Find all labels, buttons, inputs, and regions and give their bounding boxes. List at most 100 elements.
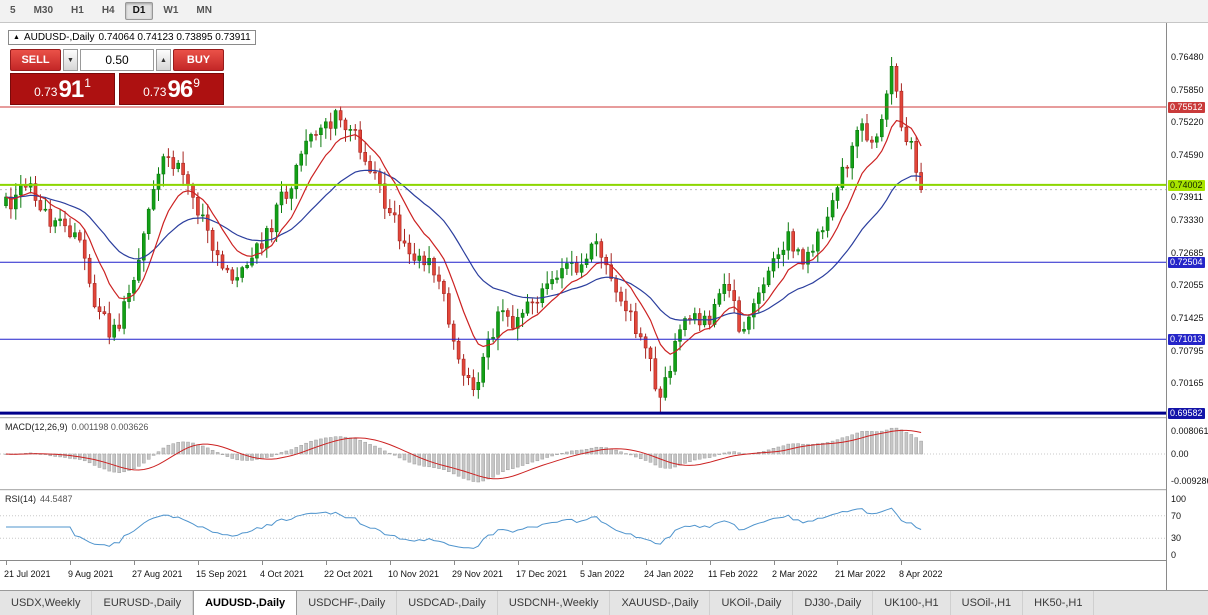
timeframe-toolbar: 5 M30 H1 H4 D1 W1 MN [0, 0, 1208, 23]
price-axis-chip: 0.72504 [1168, 257, 1205, 269]
trade-controls-row: SELL ▼ ▲ BUY [10, 49, 224, 71]
time-axis-label: 24 Jan 2022 [644, 569, 694, 579]
time-axis-tick [390, 561, 391, 565]
price-axis-label: 0.75850 [1171, 84, 1204, 95]
time-axis-label: 10 Nov 2021 [388, 569, 440, 579]
buy-price-display[interactable]: 0.73 96 9 [119, 73, 224, 105]
time-axis-label: 8 Apr 2022 [899, 569, 943, 579]
time-axis-tick [134, 561, 135, 565]
timeframe-5[interactable]: 5 [10, 5, 16, 16]
time-axis[interactable]: 21 Jul 2021 9 Aug 2021 27 Aug 2021 15 Sep 2… [0, 560, 1166, 590]
time-axis-label: 21 Jul 2021 [4, 569, 51, 579]
sell-button[interactable]: SELL [10, 49, 61, 71]
price-axis-label: 0.74590 [1171, 149, 1204, 160]
price-axis-chip: 0.74002 [1168, 179, 1205, 191]
tab-usdchf-daily[interactable]: USDCHF-,Daily [297, 591, 398, 615]
tab-ukoil-daily[interactable]: UKOil-,Daily [710, 591, 794, 615]
price-axis-label: 0.70165 [1171, 378, 1204, 389]
volume-decrease-button[interactable]: ▼ [63, 49, 78, 71]
price-axis-chip: 0.75512 [1168, 101, 1205, 113]
tab-eurusd-daily[interactable]: EURUSD-,Daily [92, 591, 194, 615]
time-axis-label: 15 Sep 2021 [196, 569, 248, 579]
price-axis-label: 0.75220 [1171, 117, 1204, 128]
macd-indicator-canvas[interactable] [0, 419, 1166, 489]
panel-separator[interactable] [0, 489, 1166, 491]
rsi-label: RSI(14) 44.5487 [5, 494, 73, 504]
time-axis-label: 5 Jan 2022 [580, 569, 625, 579]
timeframe-m30[interactable]: M30 [33, 5, 54, 16]
macd-label: MACD(12,26,9) 0.001198 0.003626 [5, 422, 148, 432]
sell-price-prefix: 0.73 [34, 85, 58, 99]
time-axis-label: 22 Oct 2021 [324, 569, 374, 579]
quote-prices-row: 0.73 91 1 0.73 96 9 [10, 73, 224, 105]
timeframe-h4[interactable]: H4 [101, 5, 115, 16]
time-axis-label: 2 Mar 2022 [772, 569, 818, 579]
price-axis-chip: 0.71013 [1168, 334, 1205, 346]
chart-tabbar: USDX,Weekly EURUSD-,Daily AUDUSD-,Daily USD… [0, 590, 1208, 615]
time-axis-tick [262, 561, 263, 565]
time-axis-tick [70, 561, 71, 565]
timeframe-h1[interactable]: H1 [71, 5, 84, 16]
rsi-axis-label: 70 [1171, 510, 1182, 521]
panel-separator[interactable] [0, 417, 1166, 419]
time-axis-label: 27 Aug 2021 [132, 569, 183, 579]
timeframe-d1[interactable]: D1 [124, 2, 154, 20]
price-axis-label: 0.72685 [1171, 247, 1204, 258]
buy-button[interactable]: BUY [173, 49, 224, 71]
buy-price-sup: 9 [193, 76, 200, 90]
price-axis-label: 0.72055 [1171, 280, 1204, 291]
chart-title-box: ▲ AUDUSD-,Daily 0.74064 0.74123 0.73895 … [8, 30, 256, 45]
time-axis-label: 21 Mar 2022 [835, 569, 886, 579]
timeframe-w1[interactable]: W1 [163, 5, 179, 16]
price-axis-label: 0.73330 [1171, 214, 1204, 225]
price-axis-chip: 0.69582 [1168, 408, 1205, 420]
tab-dj30-daily[interactable]: DJ30-,Daily [793, 591, 874, 615]
tab-usdcad-daily[interactable]: USDCAD-,Daily [397, 591, 498, 615]
time-axis-tick [6, 561, 7, 565]
oneclick-toggle-icon[interactable]: ▲ [13, 33, 20, 41]
buy-price-big: 96 [167, 76, 193, 103]
main-chart-canvas[interactable] [0, 23, 1166, 417]
timeframe-mn[interactable]: MN [196, 5, 212, 16]
time-axis-label: 29 Nov 2021 [452, 569, 504, 579]
time-axis-tick [326, 561, 327, 565]
rsi-indicator-canvas[interactable] [0, 491, 1166, 559]
price-axis-chip: 0.73911 [1171, 191, 1203, 202]
time-axis-label: 17 Dec 2021 [516, 569, 568, 579]
tab-usoil-h1[interactable]: USOil-,H1 [951, 591, 1024, 615]
tab-usdx-weekly[interactable]: USDX,Weekly [0, 591, 93, 615]
time-axis-tick [837, 561, 838, 565]
sell-price-sup: 1 [84, 76, 91, 90]
macd-axis-label: 0.008061 [1171, 425, 1208, 436]
time-axis-tick [774, 561, 775, 565]
time-axis-tick [710, 561, 711, 565]
time-axis-label: 9 Aug 2021 [68, 569, 114, 579]
tab-uk100-h1[interactable]: UK100-,H1 [873, 591, 951, 615]
rsi-value: 44.5487 [40, 494, 73, 504]
time-axis-tick [646, 561, 647, 565]
time-axis-tick [198, 561, 199, 565]
price-axis[interactable]: 0.76480 0.75850 0.75220 0.74590 0.73330 0.726… [1166, 23, 1208, 590]
sell-price-display[interactable]: 0.73 91 1 [10, 73, 115, 105]
buy-price-prefix: 0.73 [143, 85, 167, 99]
tab-xauusd-daily[interactable]: XAUUSD-,Daily [610, 591, 711, 615]
time-axis-tick [901, 561, 902, 565]
time-axis-label: 11 Feb 2022 [708, 569, 758, 579]
tab-hk50-h1[interactable]: HK50-,H1 [1023, 591, 1095, 615]
macd-axis-label: -0.009286 [1171, 475, 1208, 486]
volume-increase-button[interactable]: ▲ [156, 49, 171, 71]
chart-ohlc-values: 0.74064 0.74123 0.73895 0.73911 [98, 32, 251, 43]
price-axis-label: 0.76480 [1171, 52, 1204, 63]
sell-price-big: 91 [58, 76, 84, 103]
macd-axis-label: 0.00 [1171, 449, 1189, 459]
macd-name: MACD(12,26,9) [5, 422, 68, 432]
tab-audusd-daily[interactable]: AUDUSD-,Daily [193, 591, 298, 615]
tab-usdcnh-weekly[interactable]: USDCNH-,Weekly [498, 591, 611, 615]
chart-area[interactable]: 21 Jul 2021 9 Aug 2021 27 Aug 2021 15 Sep 2… [0, 23, 1166, 590]
volume-input[interactable] [80, 49, 154, 71]
rsi-name: RSI(14) [5, 494, 37, 504]
time-axis-tick [518, 561, 519, 565]
price-axis-label: 0.70795 [1171, 345, 1204, 356]
time-axis-tick [454, 561, 455, 565]
